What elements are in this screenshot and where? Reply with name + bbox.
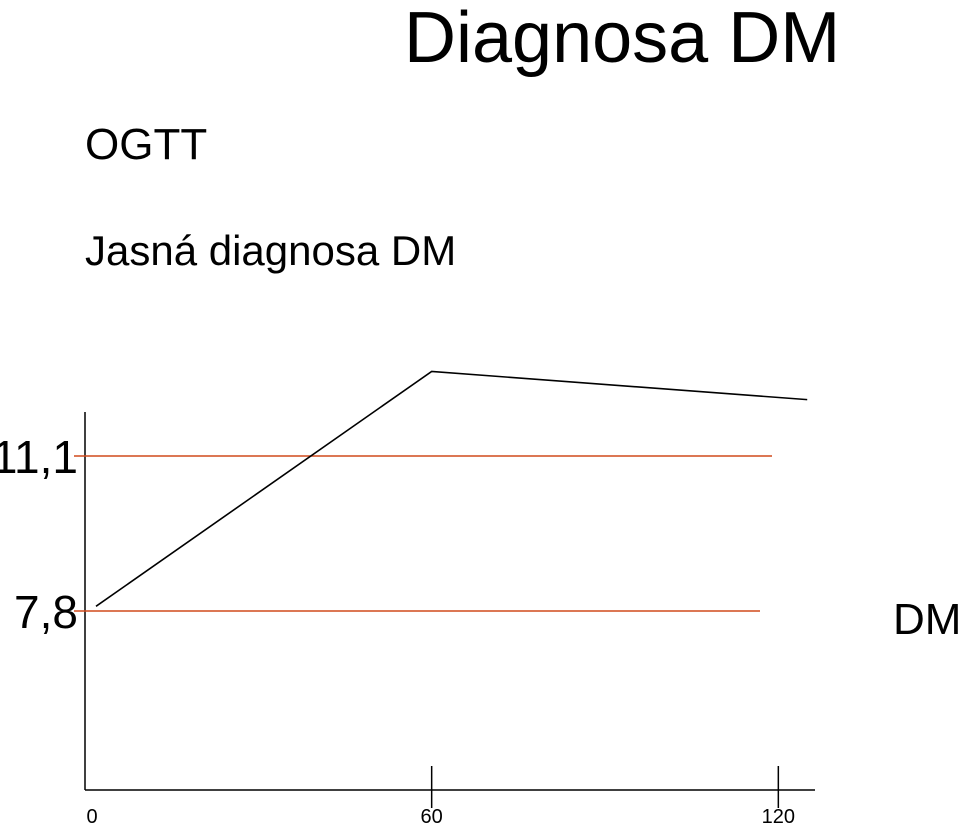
subtitle-ogtt: OGTT (85, 120, 208, 169)
heading-diagnosis: Jasná diagnosa DM (85, 227, 457, 274)
y-tick-label: 7,8 (14, 586, 78, 638)
x-tick-label: 60 (421, 806, 443, 825)
page-title: Diagnosa DM (404, 0, 841, 78)
y-tick-label: 11,1 (0, 431, 78, 483)
dm-side-label: DM (893, 595, 960, 644)
x-tick-label: 0 (86, 806, 97, 825)
glucose-curve-0 (95, 370, 808, 607)
x-tick-label: 120 (762, 806, 795, 825)
